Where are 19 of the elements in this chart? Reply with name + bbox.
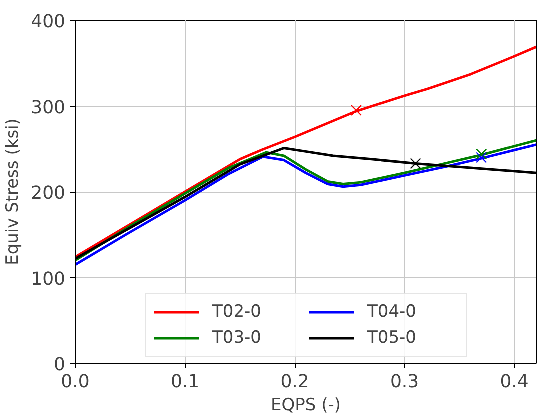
point [350,104,362,116]
x-tick-label: 0.4 [500,372,529,392]
y-tick-label: 300 [31,97,66,118]
y-tick-label: 400 [31,12,66,32]
y-tick-label: 200 [31,183,66,204]
legend-label: T04-0 [368,302,418,322]
point [476,148,488,160]
legend-label: T02-0 [212,302,262,322]
x-axis-title: EQPS (-) [271,396,341,416]
point [476,152,488,164]
x-tick-label: 0.3 [390,372,420,392]
line-series [76,46,536,258]
x-tick-label: 0.1 [170,372,200,392]
x-tick-label: 0.2 [280,372,310,392]
legend-label: T05-0 [368,328,418,348]
y-axis-title: Equiv Stress (ksi) [3,118,24,266]
legend-label: T03-0 [212,328,262,348]
point [410,158,422,170]
y-tick-label: 100 [31,268,66,290]
